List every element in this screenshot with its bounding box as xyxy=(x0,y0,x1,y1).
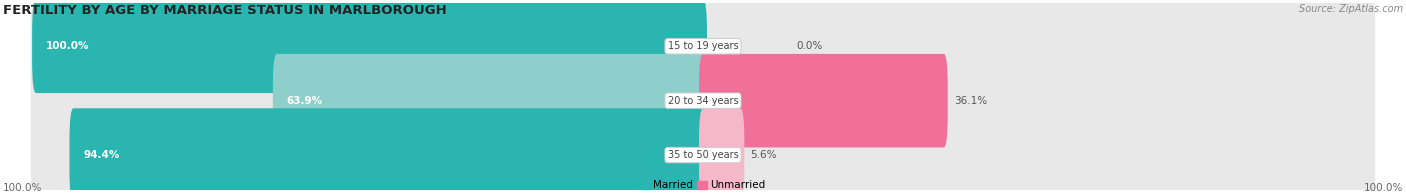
Legend: Married, Unmarried: Married, Unmarried xyxy=(637,176,769,195)
Text: Source: ZipAtlas.com: Source: ZipAtlas.com xyxy=(1299,4,1403,14)
Text: 5.6%: 5.6% xyxy=(751,150,778,160)
FancyBboxPatch shape xyxy=(697,41,1375,161)
FancyBboxPatch shape xyxy=(273,54,707,147)
FancyBboxPatch shape xyxy=(31,95,709,196)
Text: 20 to 34 years: 20 to 34 years xyxy=(668,96,738,106)
FancyBboxPatch shape xyxy=(697,0,1375,106)
Text: FERTILITY BY AGE BY MARRIAGE STATUS IN MARLBOROUGH: FERTILITY BY AGE BY MARRIAGE STATUS IN M… xyxy=(3,4,447,17)
FancyBboxPatch shape xyxy=(69,108,707,196)
FancyBboxPatch shape xyxy=(31,0,709,106)
Text: 94.4%: 94.4% xyxy=(83,150,120,160)
Text: 0.0%: 0.0% xyxy=(796,41,823,51)
Text: 100.0%: 100.0% xyxy=(3,183,42,193)
FancyBboxPatch shape xyxy=(32,0,707,93)
FancyBboxPatch shape xyxy=(699,54,948,147)
FancyBboxPatch shape xyxy=(697,95,1375,196)
FancyBboxPatch shape xyxy=(699,108,744,196)
Text: 35 to 50 years: 35 to 50 years xyxy=(668,150,738,160)
Text: 15 to 19 years: 15 to 19 years xyxy=(668,41,738,51)
FancyBboxPatch shape xyxy=(31,41,709,161)
Text: 100.0%: 100.0% xyxy=(1364,183,1403,193)
Text: 100.0%: 100.0% xyxy=(46,41,90,51)
Text: 36.1%: 36.1% xyxy=(953,96,987,106)
Text: 63.9%: 63.9% xyxy=(287,96,323,106)
